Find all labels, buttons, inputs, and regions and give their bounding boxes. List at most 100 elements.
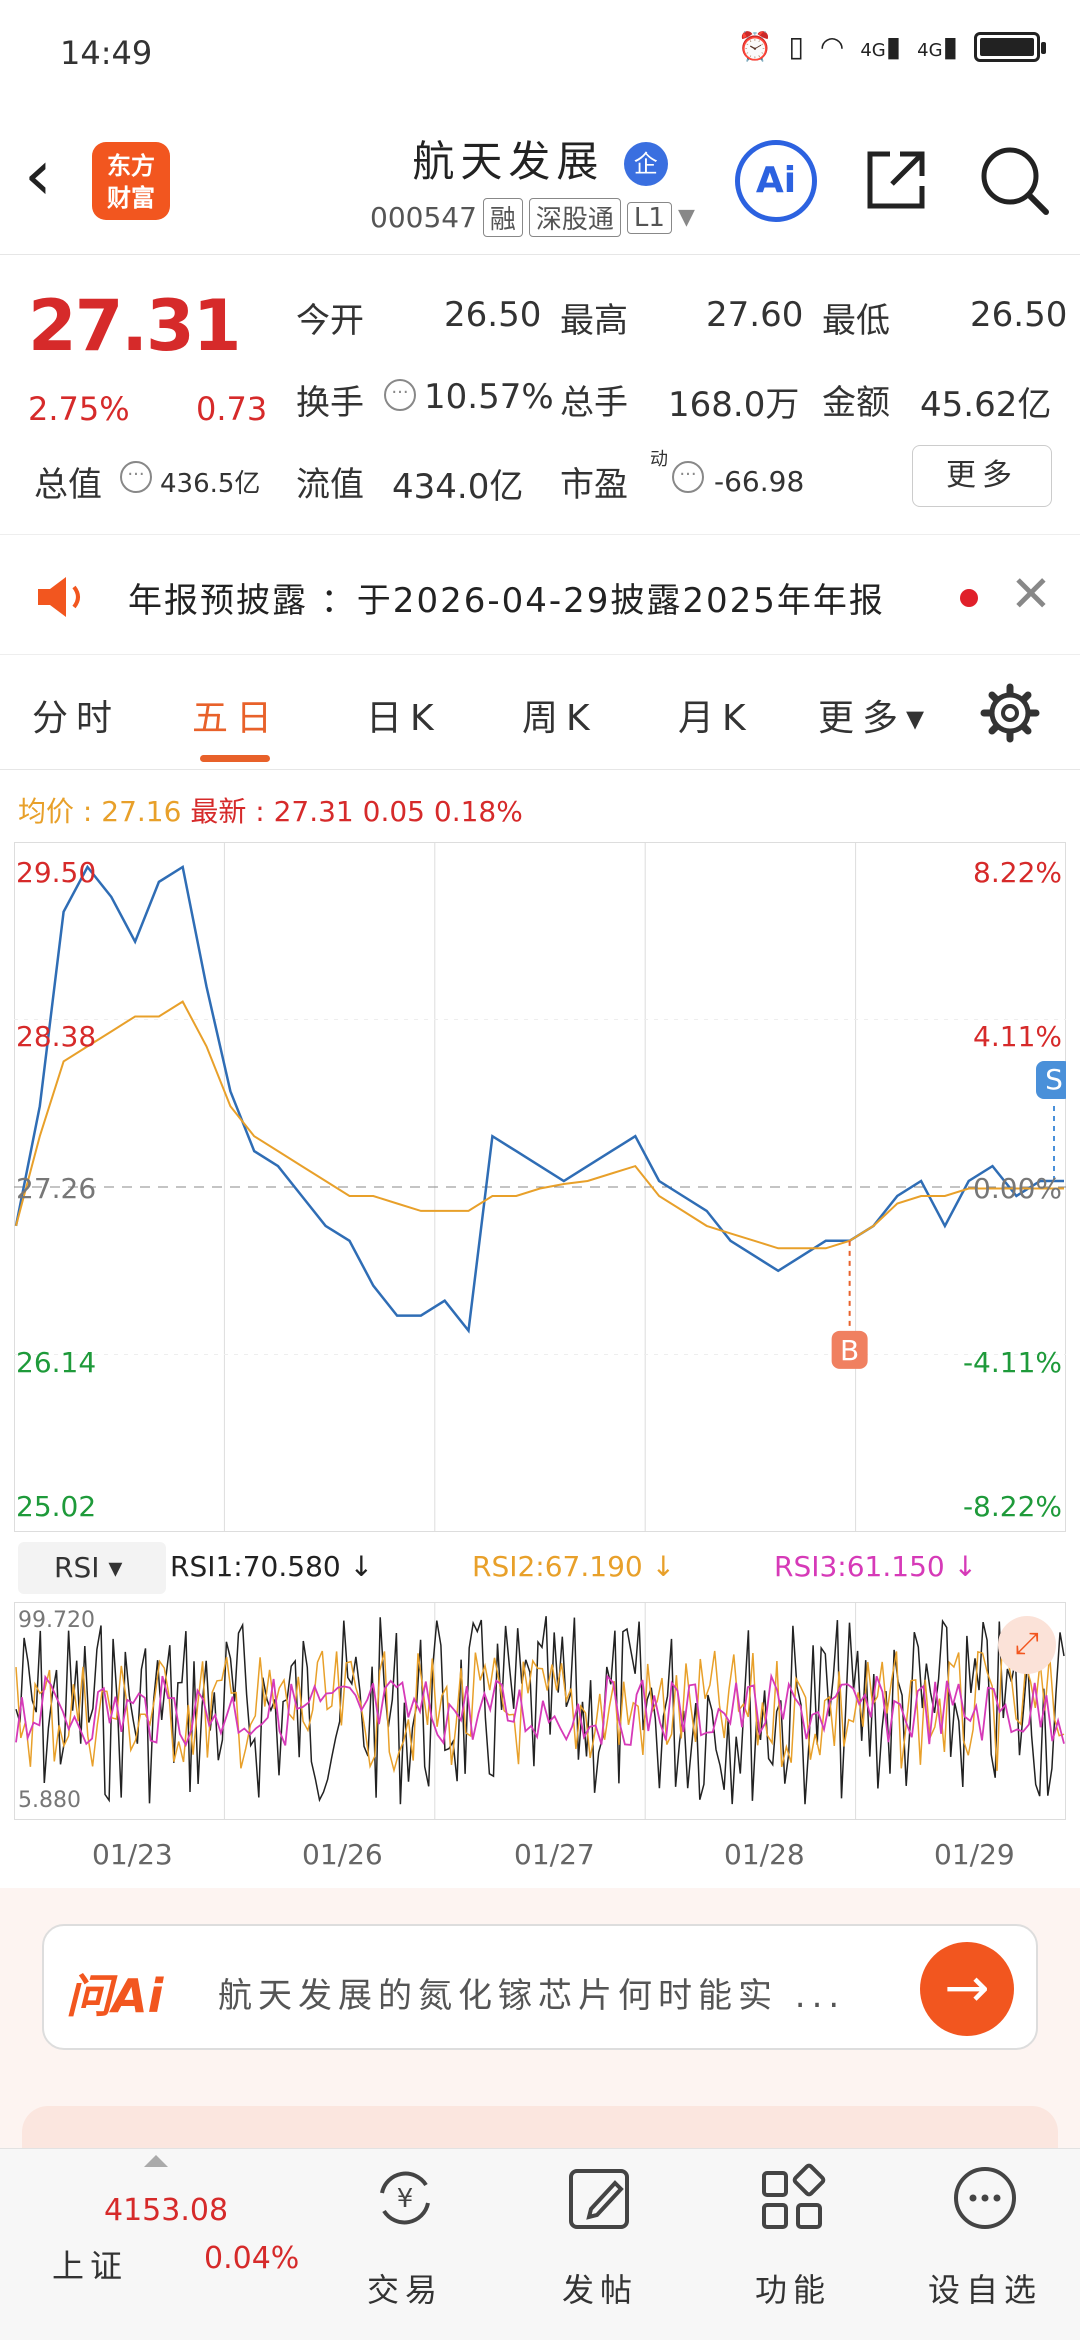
more-circle-icon [954, 2167, 1016, 2229]
y-right-tick: -4.11% [962, 1346, 1062, 1379]
stock-code: 000547 [370, 201, 477, 234]
more-dots-icon[interactable]: ··· [120, 461, 152, 493]
ask-ai-brand: 问Ai [66, 1969, 164, 2023]
buy-marker-label: B [840, 1334, 859, 1367]
nav-features[interactable]: 功能 [718, 2149, 868, 2339]
chart-tabs: 分时 五日 日K 周K 月K 更多▾ [0, 655, 1080, 770]
trade-icon: ¥ [380, 2171, 430, 2225]
tab-weekly-k[interactable]: 周K [522, 698, 598, 739]
stock-code-line[interactable]: 000547 融 深股通 L1 ▼ [370, 198, 695, 237]
status-icons: ⏰ ▯ ◠ 4G▮ 4G▮ [737, 30, 1046, 63]
rsi3-line [15, 1672, 1065, 1748]
more-dots-icon[interactable]: ··· [672, 461, 704, 493]
rsi2-value: RSI2:67.190 ↓ [472, 1550, 676, 1583]
turnover-value: 10.57% [424, 377, 554, 417]
nav-post[interactable]: 发帖 [525, 2149, 675, 2339]
price-info-line: 均价 : 27.16 最新 : 27.31 0.05 0.18% [18, 795, 523, 828]
tag-level: L1 [626, 201, 672, 234]
ask-question: 航天发展的氮化镓芯片何时能实 ... [218, 1976, 846, 2016]
sell-marker [1036, 1061, 1072, 1100]
rsi-bottom-value: 5.880 [18, 1788, 81, 1813]
expand-icon[interactable]: ⤢ [998, 1616, 1056, 1674]
high-label: 最高 [560, 301, 628, 341]
mcap-label: 总值 [34, 465, 102, 505]
indicator-select[interactable]: RSI ▾ [18, 1542, 166, 1594]
ai-ask-box[interactable]: 问Ai 航天发展的氮化镓芯片何时能实 ... → [42, 1924, 1038, 2050]
rsi-chart-svg [14, 1602, 1066, 1820]
rsi-header: RSI ▾ RSI1:70.580 ↓ RSI2:67.190 ↓ RSI3:6… [14, 1542, 1066, 1594]
last-price: 27.31 [28, 285, 241, 367]
sell-marker-label: S [1045, 1063, 1063, 1096]
more-button[interactable]: 更多 [912, 445, 1052, 507]
amount-label: 金额 [822, 383, 890, 423]
x-tick: 01/23 [92, 1838, 173, 1871]
y-left-tick: 26.14 [16, 1346, 97, 1379]
index-name[interactable]: 上证 [52, 2247, 129, 2285]
nav-watchlist[interactable]: 设自选 [910, 2149, 1060, 2339]
open-label: 今开 [296, 301, 364, 341]
mcap-value: 436.5亿 [160, 469, 261, 499]
rsi-top-value: 99.720 [18, 1608, 95, 1633]
tag-margin: 融 [482, 198, 523, 237]
x-tick: 01/28 [724, 1838, 805, 1871]
low-value: 26.50 [970, 295, 1068, 335]
y-right-tick: -8.22% [962, 1490, 1062, 1523]
high-value: 27.60 [706, 295, 804, 335]
chevron-down-icon[interactable]: ▼ [677, 205, 695, 230]
notice-banner[interactable]: 年报预披露 ：于2026-04-29披露2025年年报 ✕ [0, 535, 1080, 655]
tab-monthly-k[interactable]: 月K [678, 698, 754, 739]
volume-label: 总手 [560, 383, 628, 423]
index-value[interactable]: 4153.08 [104, 2193, 229, 2228]
rsi2-line [15, 1650, 1065, 1774]
tab-more[interactable]: 更多▾ [818, 698, 933, 739]
tab-daily-k[interactable]: 日K [366, 698, 442, 739]
latest-percent: 0.18% [433, 795, 523, 828]
more-dots-icon[interactable]: ··· [384, 379, 416, 411]
notice-text: 年报预披露 ：于2026-04-29披露2025年年报 [128, 581, 885, 621]
tag-connect: 深股通 [528, 198, 621, 237]
low-label: 最低 [822, 301, 890, 341]
enterprise-badge: 企 [623, 142, 668, 186]
latest-change: 0.05 [362, 795, 425, 828]
tab-intraday[interactable]: 分时 [32, 698, 121, 739]
ai-button[interactable]: Ai [735, 140, 817, 222]
gear-icon[interactable] [980, 683, 1040, 743]
grid-icon [762, 2163, 826, 2229]
buy-marker [831, 1330, 868, 1369]
chevron-up-icon[interactable] [144, 2155, 168, 2167]
back-arrow-icon[interactable]: ‹ [24, 134, 52, 216]
app-logo[interactable]: 东方 财富 [92, 142, 170, 220]
float-value: 434.0亿 [392, 467, 524, 507]
tab-five-day[interactable]: 五日 [192, 698, 281, 739]
stock-title: 航天发展 企 [0, 128, 1080, 189]
speaker-icon [38, 577, 80, 617]
battery-icon [974, 31, 1046, 62]
rsi-chart[interactable]: 99.720 5.880 ⤢ [14, 1602, 1066, 1820]
series-line-price [14, 864, 1064, 1334]
svg-text:¥: ¥ [397, 2184, 414, 2214]
vibrate-icon: ▯ [788, 30, 804, 63]
signal-icon-2: 4G▮ [917, 30, 958, 63]
search-icon[interactable] [976, 142, 1052, 218]
arrow-right-icon[interactable]: → [920, 1942, 1014, 2036]
close-icon[interactable]: ✕ [1010, 565, 1052, 623]
stock-name: 航天发展 [412, 137, 605, 186]
y-left-tick: 27.26 [16, 1172, 97, 1205]
alarm-icon: ⏰ [737, 30, 773, 63]
ai-ask-section: 问Ai 航天发展的氮化镓芯片何时能实 ... → [0, 1888, 1080, 2166]
latest-label: 最新 [190, 795, 247, 828]
nav-trade[interactable]: ¥ 交易 [330, 2149, 480, 2339]
y-left-tick: 25.02 [16, 1490, 97, 1523]
pe-value: -66.98 [714, 465, 805, 498]
y-left-tick: 28.38 [16, 1020, 97, 1053]
share-icon[interactable] [860, 144, 932, 216]
unread-dot [960, 589, 978, 607]
rsi1-value: RSI1:70.580 ↓ [170, 1550, 374, 1583]
index-percent: 0.04% [204, 2241, 300, 2276]
x-tick: 01/27 [514, 1838, 595, 1871]
x-tick: 01/26 [302, 1838, 383, 1871]
rsi1-line [15, 1616, 1065, 1805]
wifi-icon: ◠ [819, 30, 845, 63]
y-right-tick: 8.22% [973, 856, 1062, 889]
